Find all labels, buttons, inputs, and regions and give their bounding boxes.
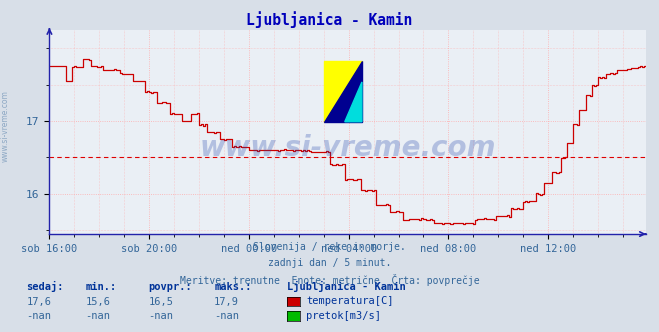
Text: 17,9: 17,9 (214, 297, 239, 307)
Text: www.si-vreme.com: www.si-vreme.com (1, 90, 10, 162)
Text: temperatura[C]: temperatura[C] (306, 296, 394, 306)
Text: Meritve: trenutne  Enote: metrične  Črta: povprečje: Meritve: trenutne Enote: metrične Črta: … (180, 274, 479, 286)
Text: zadnji dan / 5 minut.: zadnji dan / 5 minut. (268, 258, 391, 268)
Text: -nan: -nan (26, 311, 51, 321)
Text: pretok[m3/s]: pretok[m3/s] (306, 311, 382, 321)
Text: -nan: -nan (148, 311, 173, 321)
Text: Ljubljanica - Kamin: Ljubljanica - Kamin (287, 281, 405, 291)
Text: -nan: -nan (86, 311, 111, 321)
Text: min.:: min.: (86, 282, 117, 291)
Polygon shape (324, 60, 362, 122)
Polygon shape (324, 60, 362, 122)
Text: maks.:: maks.: (214, 282, 252, 291)
Text: Slovenija / reke in morje.: Slovenija / reke in morje. (253, 242, 406, 252)
Text: www.si-vreme.com: www.si-vreme.com (200, 134, 496, 162)
Text: 15,6: 15,6 (86, 297, 111, 307)
Text: Ljubljanica - Kamin: Ljubljanica - Kamin (246, 12, 413, 29)
Text: sedaj:: sedaj: (26, 281, 64, 291)
Polygon shape (345, 82, 362, 122)
Text: povpr.:: povpr.: (148, 282, 192, 291)
Text: 16,5: 16,5 (148, 297, 173, 307)
Text: 17,6: 17,6 (26, 297, 51, 307)
Text: -nan: -nan (214, 311, 239, 321)
